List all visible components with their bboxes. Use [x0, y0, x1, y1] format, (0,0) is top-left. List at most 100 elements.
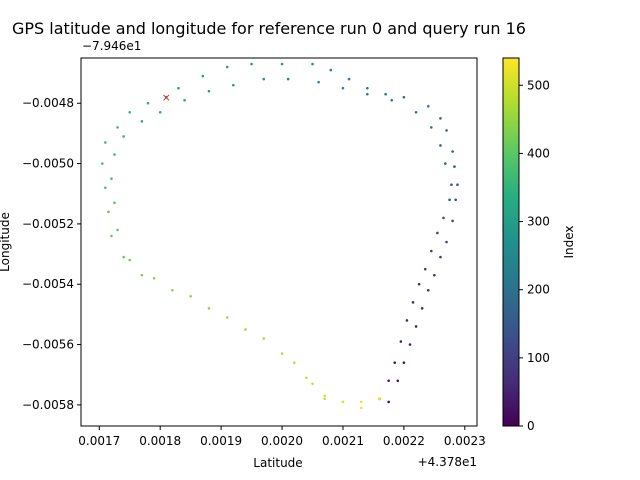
- scatter-point: [323, 397, 326, 401]
- scatter-point: [378, 397, 381, 401]
- scatter-point: [232, 83, 235, 87]
- scatter-point: [390, 98, 394, 102]
- colorbar-gradient: [502, 57, 520, 427]
- plot-area: × 0.0017 0.0018 0.0019 0.0020 0.0021 0.0022 0.…: [22, 57, 486, 448]
- scatter-point: [442, 216, 445, 220]
- scatter-point: [280, 352, 284, 355]
- plot-frame: [80, 57, 478, 427]
- colorbar-tick-label: 200: [527, 283, 550, 297]
- scatter-point: [454, 198, 457, 202]
- scatter-point: [286, 77, 290, 81]
- scatter-point: [311, 62, 314, 66]
- y-tick-label: −0.0048: [22, 96, 74, 110]
- scatter-point: [311, 382, 314, 386]
- scatter-point: [445, 129, 448, 132]
- scatter-point: [450, 183, 453, 186]
- scatter-point: [101, 162, 104, 165]
- scatter-point: [408, 343, 412, 346]
- scatter-point: [244, 328, 247, 331]
- x-tick-label: 0.0021: [322, 434, 364, 448]
- colorbar-tick-label: 400: [527, 146, 550, 160]
- scatter-point: [405, 319, 409, 322]
- scatter-point: [189, 295, 192, 298]
- colorbar-tick-label: 0: [527, 419, 535, 433]
- scatter-point: [323, 394, 326, 398]
- chart-title: GPS latitude and longitude for reference…: [12, 19, 526, 38]
- scatter-point: [152, 276, 156, 280]
- y-tick-label: −0.0056: [22, 338, 74, 352]
- scatter-point: [439, 144, 442, 147]
- scatter-point: [414, 111, 418, 114]
- scatter-point: [146, 101, 150, 105]
- scatter-point: [439, 255, 442, 259]
- scatter-point: [430, 249, 433, 253]
- scatter-point: [359, 400, 363, 404]
- scatter-point: [366, 92, 369, 96]
- scatter-point: [399, 340, 403, 343]
- scatter-point: [104, 186, 107, 189]
- scatter-point: [305, 376, 308, 380]
- scatter-point: [341, 86, 345, 90]
- colorbar-tick-label: 500: [527, 78, 550, 92]
- colorbar-label: Index: [562, 225, 576, 258]
- scatter-point: [164, 95, 168, 99]
- scatter-point: [420, 307, 424, 310]
- scatter-point: [225, 65, 229, 69]
- colorbar-ticks: 0 100 200 300 400 500: [519, 78, 550, 433]
- scatter-point: [396, 379, 400, 383]
- y-axis-label: Longitude: [0, 212, 12, 272]
- scatter-point: [453, 165, 456, 168]
- scatter-point: [384, 92, 387, 96]
- scatter-point: [262, 77, 266, 81]
- colorbar: 0 100 200 300 400 500 Index: [502, 57, 576, 433]
- scatter-points: ×: [101, 62, 459, 410]
- scatter-point: [113, 201, 116, 205]
- y-offset-label: −7.946e1: [82, 39, 141, 53]
- colorbar-tick-label: 300: [527, 215, 550, 229]
- scatter-point: [423, 267, 427, 271]
- scatter-point: [402, 95, 406, 99]
- scatter-point: [347, 77, 351, 81]
- scatter-point: [341, 400, 345, 404]
- scatter-point: [359, 406, 363, 410]
- x-tick-label: 0.0019: [200, 434, 242, 448]
- scatter-point: [439, 117, 442, 120]
- scatter-point: [433, 273, 436, 277]
- scatter-point: [445, 240, 448, 244]
- scatter-point: [444, 162, 447, 165]
- x-offset-label: +4.378e1: [418, 455, 477, 469]
- scatter-point: [329, 68, 333, 72]
- scatter-point: [426, 288, 430, 292]
- x-tick-label: 0.0017: [78, 434, 120, 448]
- scatter-point: [448, 198, 451, 202]
- scatter-point: [116, 126, 119, 129]
- scatter-point: [183, 98, 186, 102]
- scatter-point: [451, 219, 454, 223]
- scatter-point: [262, 337, 266, 340]
- scatter-point: [140, 120, 144, 123]
- scatter-point: [402, 361, 406, 364]
- x-tick-label: 0.0018: [139, 434, 181, 448]
- scatter-point: [104, 141, 107, 144]
- scatter-point: [387, 400, 390, 404]
- x-tick-label: 0.0020: [261, 434, 303, 448]
- marker-x: ×: [162, 91, 171, 104]
- y-tick-label: −0.0050: [22, 157, 74, 171]
- scatter-point: [387, 379, 390, 383]
- scatter-point: [113, 153, 116, 156]
- scatter-point: [177, 86, 180, 90]
- x-tick-label: 0.0022: [383, 434, 425, 448]
- scatter-point: [158, 111, 162, 114]
- scatter-point: [171, 288, 174, 292]
- x-tick-label: 0.0023: [444, 434, 486, 448]
- scatter-point: [128, 111, 132, 114]
- scatter-point: [414, 325, 418, 328]
- scatter-point: [456, 183, 459, 186]
- scatter-point: [317, 80, 320, 84]
- scatter-point: [140, 273, 144, 277]
- y-tick-label: −0.0058: [22, 398, 74, 412]
- scatter-point: [292, 361, 296, 364]
- scatter-point: [110, 234, 113, 238]
- scatter-point: [280, 62, 284, 66]
